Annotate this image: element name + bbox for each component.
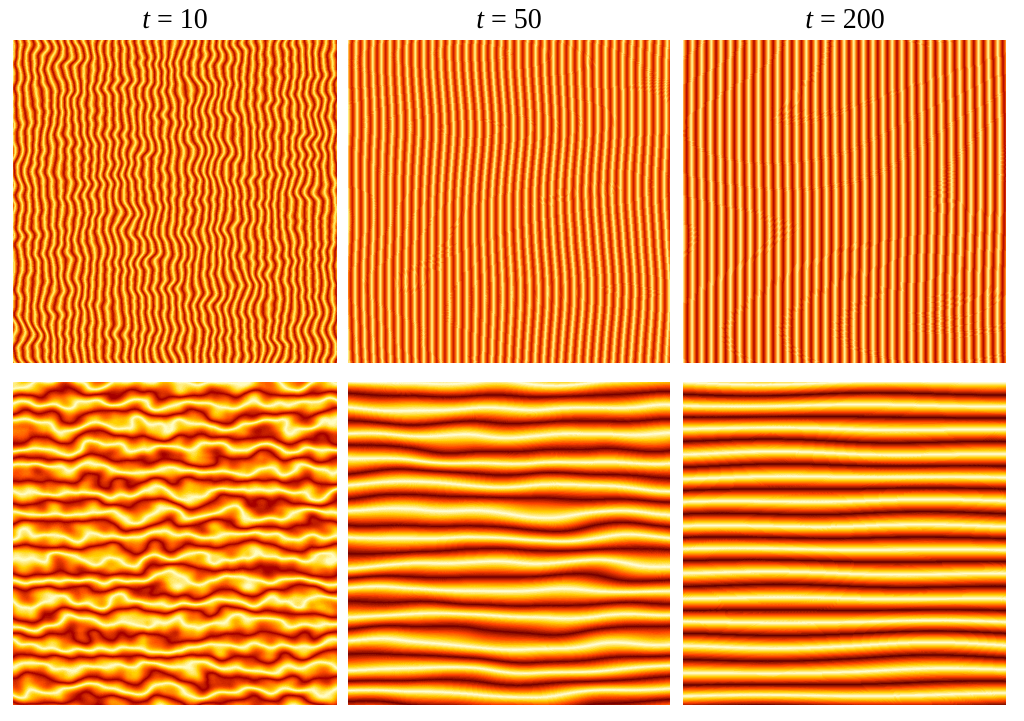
- pattern-panels: [13, 40, 1006, 705]
- symbol: t: [805, 4, 814, 35]
- relation: = 200: [820, 4, 885, 35]
- pattern-panel: [13, 40, 337, 363]
- pattern-panel: [683, 382, 1006, 705]
- pattern-panel: [13, 382, 337, 705]
- pattern-panel: [348, 40, 670, 363]
- symbol: t: [142, 4, 151, 35]
- pattern-panel: [683, 40, 1006, 363]
- relation: = 50: [491, 4, 542, 35]
- pattern-panel: [348, 382, 670, 705]
- panel-title: t = 10: [142, 4, 208, 35]
- panel-title: t = 50: [476, 4, 542, 35]
- relation: = 10: [157, 4, 208, 35]
- panel-title: t = 200: [805, 4, 885, 35]
- symbol: t: [476, 4, 485, 35]
